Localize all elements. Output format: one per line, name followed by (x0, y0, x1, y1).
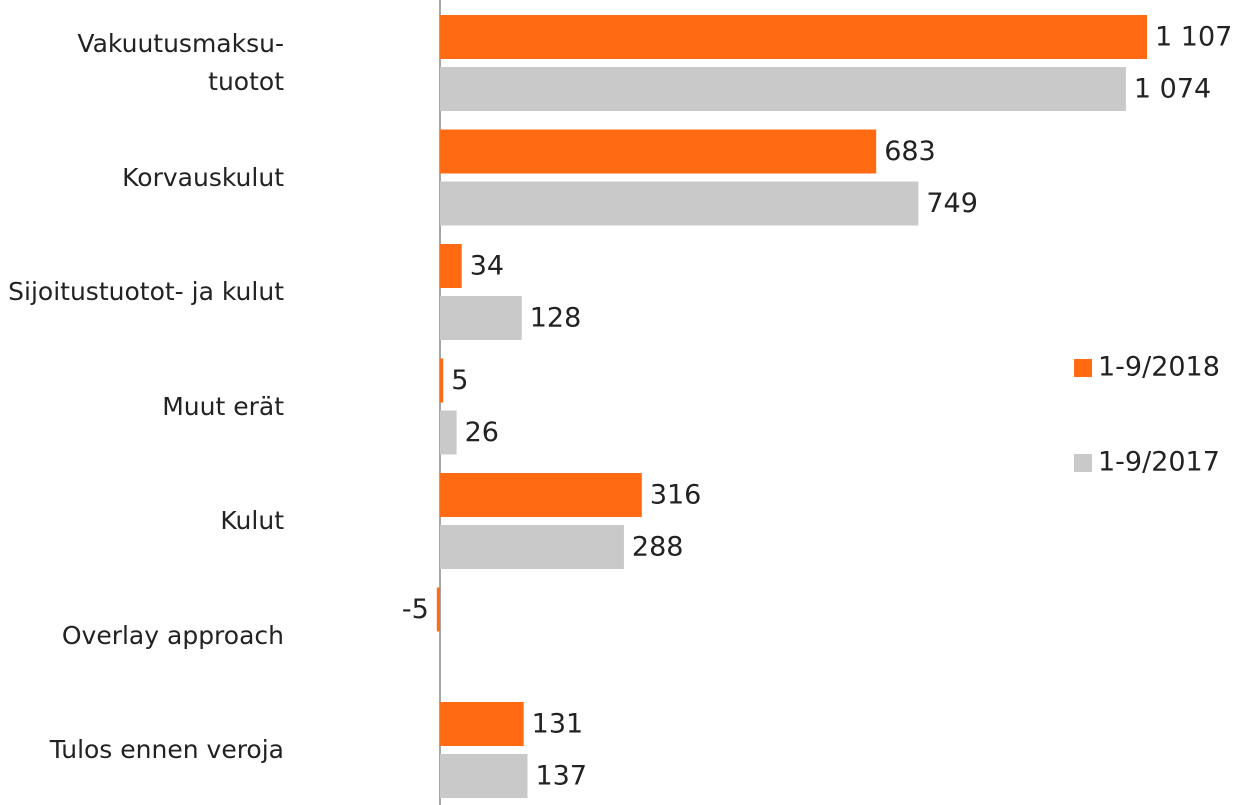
bar (440, 244, 462, 288)
bar (440, 410, 457, 455)
legend-swatch (1074, 454, 1092, 472)
category-label: Vakuutusmaksu- tuotot (77, 29, 284, 96)
value-label: 34 (470, 251, 504, 282)
bar (440, 702, 524, 746)
value-label: 128 (530, 303, 582, 334)
bar (440, 358, 444, 403)
value-label: 137 (535, 761, 587, 792)
category-label: Kulut (220, 506, 284, 535)
value-label: 749 (926, 188, 978, 219)
value-label: 1 074 (1134, 74, 1211, 105)
bar (436, 587, 440, 632)
value-label: 316 (650, 480, 702, 511)
value-label: -5 (402, 594, 429, 625)
category-label: Tulos ennen veroja (49, 735, 284, 764)
value-label: 131 (532, 709, 584, 740)
bar (440, 296, 522, 340)
category-label: Sijoitustuotot- ja kulut (8, 277, 284, 306)
bar (440, 754, 528, 798)
bar (440, 525, 624, 569)
bar (440, 15, 1147, 59)
bar (440, 67, 1126, 111)
value-label: 1 107 (1155, 22, 1232, 53)
bar (440, 129, 877, 174)
legend-label: 1-9/2017 (1098, 447, 1220, 478)
category-label: Muut erät (162, 391, 284, 421)
value-label: 5 (451, 365, 468, 396)
category-label: Overlay approach (61, 620, 284, 650)
bar (440, 473, 642, 517)
legend-label: 1-9/2018 (1098, 352, 1220, 383)
value-label: 683 (884, 136, 936, 167)
value-label: 26 (465, 417, 499, 448)
value-label: 288 (632, 532, 684, 563)
category-label: Korvauskulut (122, 162, 284, 192)
bar (440, 181, 919, 226)
legend-swatch (1074, 359, 1092, 377)
